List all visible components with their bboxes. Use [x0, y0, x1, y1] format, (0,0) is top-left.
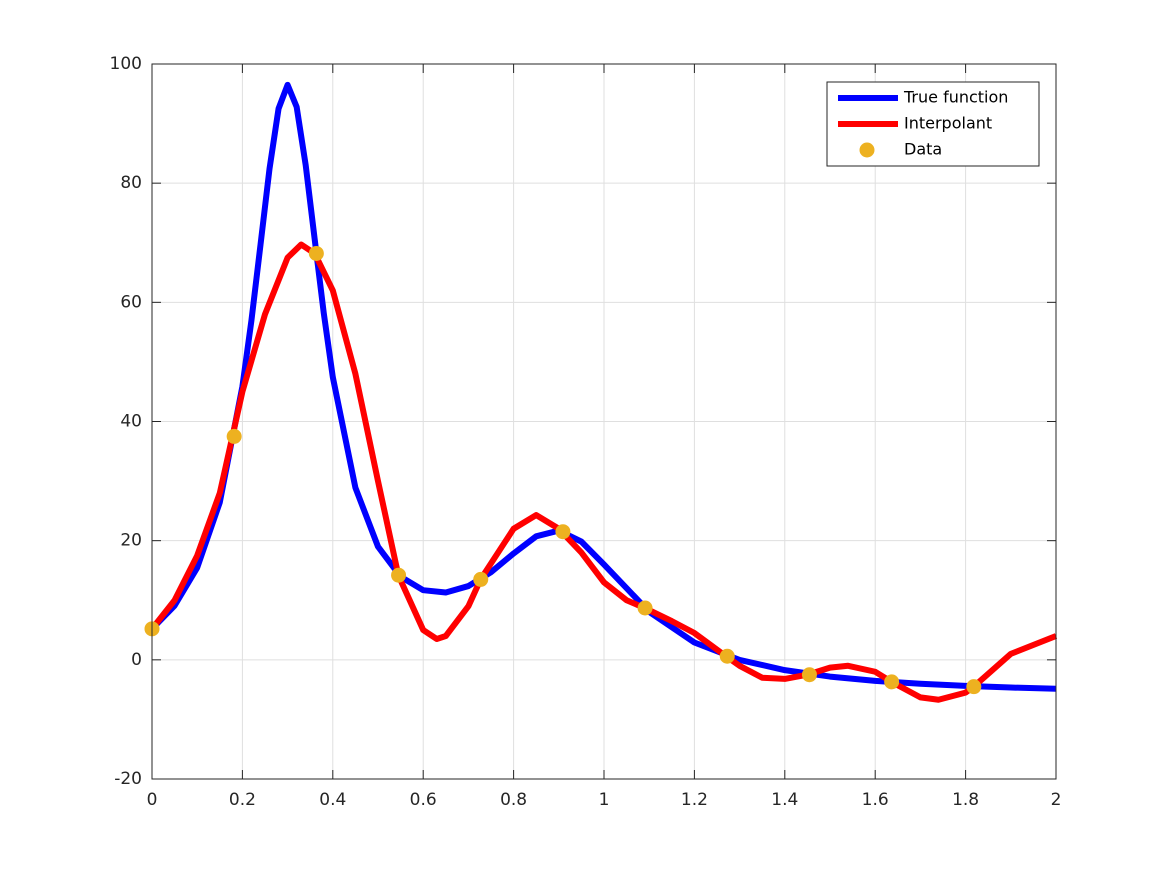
- x-tick-label: 0.8: [500, 790, 527, 810]
- x-tick-label: 2: [1051, 790, 1062, 810]
- legend-label: Data: [904, 140, 942, 159]
- y-tick-label: 20: [120, 531, 142, 551]
- legend: True function Interpolant Data: [826, 81, 1040, 167]
- data-point: [473, 571, 489, 587]
- x-tick-label: 1.8: [952, 790, 979, 810]
- x-tick-label: 1: [599, 790, 610, 810]
- y-tick-label: 100: [110, 54, 142, 74]
- y-tick-label: 60: [120, 292, 142, 312]
- legend-label: Interpolant: [904, 114, 992, 133]
- data-point: [308, 245, 324, 261]
- data-point: [801, 667, 817, 683]
- x-tick-label: 0.6: [410, 790, 437, 810]
- data-point: [391, 567, 407, 583]
- x-tick-label: 0.2: [229, 790, 256, 810]
- y-tick-label: -20: [114, 769, 142, 789]
- data-point: [966, 679, 982, 695]
- y-tick-label: 40: [120, 412, 142, 432]
- data-point: [555, 524, 571, 540]
- series-line: [149, 241, 1058, 703]
- x-tick-label: 0: [147, 790, 158, 810]
- legend-marker: [859, 142, 875, 158]
- data-point: [226, 428, 242, 444]
- x-tick-label: 0.4: [319, 790, 346, 810]
- x-tick-label: 1.6: [862, 790, 889, 810]
- data-point: [719, 648, 735, 664]
- data-point: [884, 674, 900, 690]
- legend-label: True function: [903, 88, 1008, 107]
- y-tick-label: 80: [120, 173, 142, 193]
- plot: [144, 81, 1058, 703]
- x-tick-label: 1.4: [771, 790, 798, 810]
- data-point: [637, 600, 653, 616]
- x-tick-label: 1.2: [681, 790, 708, 810]
- ticks: 0 0.2 0.4 0.6 0.8 1 1.2 1.4 1.6 1.8 2-200204060801…: [110, 54, 1062, 810]
- series-line: [149, 81, 1057, 692]
- y-tick-label: 0: [131, 650, 142, 670]
